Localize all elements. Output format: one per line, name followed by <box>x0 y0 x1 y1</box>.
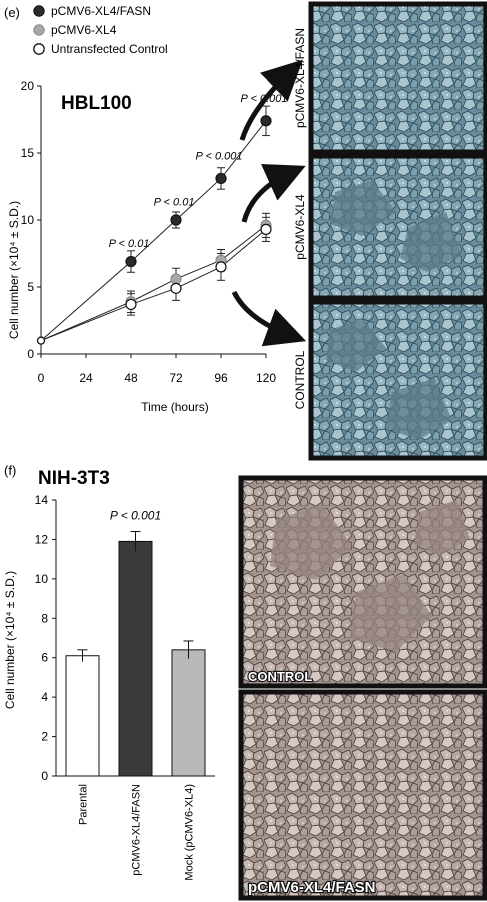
y-tick-label-e: 20 <box>21 79 35 93</box>
arrow-to-fasn-image <box>239 59 303 141</box>
panel-f-label: (f) <box>4 463 16 478</box>
x-tick-label-e: 24 <box>79 371 93 385</box>
y-tick-label-f: 2 <box>41 730 48 744</box>
data-point-control <box>215 261 227 273</box>
legend-label-fasn: pCMV6-XL4/FASN <box>51 4 151 18</box>
p-value-annotation-e: P < 0.01 <box>154 196 195 208</box>
p-value-annotation-e: P < 0.01 <box>109 238 150 250</box>
legend-label-xl4: pCMV6-XL4 <box>51 23 117 37</box>
y-tick-label-f: 14 <box>35 493 49 507</box>
y-tick-label-f: 6 <box>41 651 48 665</box>
micrograph-control-e <box>308 299 487 461</box>
micrograph-control-f-label: CONTROL <box>248 669 312 684</box>
micrograph-fasn-label: pCMV6-XL4/FASN <box>293 28 307 128</box>
micrograph-control-f <box>238 475 487 689</box>
data-point-control <box>36 336 46 345</box>
p-value-annotation-f: P < 0.001 <box>110 509 161 523</box>
y-tick-label-f: 8 <box>41 611 48 625</box>
line-chart-hbl100: HBL100 Cell number (×10⁴ ± S.D.) Time (h… <box>7 79 288 414</box>
legend-marker-fasn <box>33 5 45 17</box>
series-line-control <box>40 228 267 342</box>
series-line-xl4 <box>40 224 267 342</box>
legend-marker-xl4 <box>33 24 45 36</box>
micrograph-fasn <box>308 1 487 155</box>
bar-2 <box>171 649 206 777</box>
y-tick-label-f: 12 <box>35 532 49 546</box>
y-tick-label-f: 4 <box>41 690 48 704</box>
bar-chart-nih3t3: NIH-3T3 Cell number (×10⁴ ± S.D.) 0 2 4 6 8 1… <box>3 468 215 881</box>
p-value-annotation-e: P < 0.001 <box>196 151 243 163</box>
category-label-f: pCMV6-XL4/FASN <box>131 784 143 876</box>
arrow-to-xl4-image <box>241 164 306 223</box>
micrograph-fasn-f-label: pCMV6-XL4/FASN <box>248 879 376 896</box>
bar-0 <box>65 655 100 777</box>
micrographs-f: CONTROL pCMV6-XL4/FASN <box>238 475 487 901</box>
data-point-fasn <box>125 255 137 268</box>
x-tick-label-e: 96 <box>214 371 228 385</box>
y-tick-label-f: 0 <box>41 769 48 783</box>
category-label-f: Mock (pCMV6-XL4) <box>184 784 196 881</box>
chart-e-title: HBL100 <box>61 93 132 114</box>
category-label-f: Parental <box>78 784 90 825</box>
data-point-control <box>260 223 272 235</box>
arrows-e <box>231 59 307 347</box>
micrograph-fasn-f <box>238 689 487 901</box>
y-tick-label-f: 10 <box>35 572 49 586</box>
data-point-fasn <box>215 172 227 185</box>
legend-marker-control <box>33 43 45 55</box>
y-tick-label-e: 0 <box>27 347 34 361</box>
legend-label-control: Untransfected Control <box>51 42 168 56</box>
data-point-control <box>125 298 137 311</box>
y-tick-label-e: 15 <box>21 146 35 160</box>
x-tick-label-e: 48 <box>124 371 138 385</box>
legend-e: pCMV6-XL4/FASN pCMV6-XL4 Untransfected C… <box>33 4 168 56</box>
arrow-to-control-image <box>231 290 307 347</box>
data-point-control <box>170 282 182 294</box>
x-tick-label-e: 120 <box>256 371 276 385</box>
chart-e-ylabel: Cell number (×10⁴ ± S.D.) <box>7 201 21 339</box>
micrograph-control-e-label: CONTROL <box>293 350 307 409</box>
y-tick-label-e: 10 <box>21 213 35 227</box>
x-tick-label-e: 0 <box>38 371 45 385</box>
data-point-fasn <box>260 115 272 127</box>
chart-f-ylabel: Cell number (×10⁴ ± S.D.) <box>3 571 17 709</box>
chart-e-xlabel: Time (hours) <box>141 400 209 414</box>
bar-1 <box>118 540 153 777</box>
micrograph-xl4 <box>308 153 487 301</box>
micrograph-xl4-label: pCMV6-XL4 <box>293 194 307 260</box>
data-point-xl4 <box>170 273 182 285</box>
y-tick-label-e: 5 <box>27 280 34 294</box>
chart-f-title: NIH-3T3 <box>38 468 110 489</box>
data-point-fasn <box>170 214 182 226</box>
panel-e-label: (e) <box>4 5 20 20</box>
x-tick-label-e: 72 <box>169 371 183 385</box>
micrographs-e: pCMV6-XL4/FASN pCMV6-XL4 CONTROL <box>293 1 487 461</box>
